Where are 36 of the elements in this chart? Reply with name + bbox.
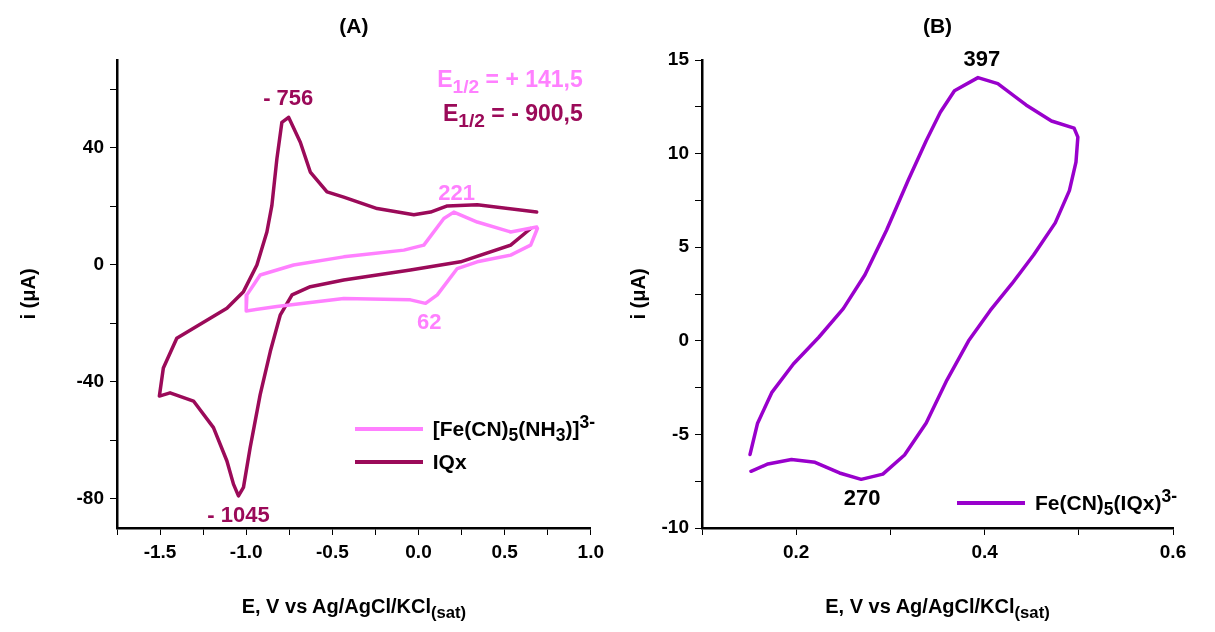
legend-label: [Fe(CN)$_{5}$(NH$_{3}$)]$^{3-}$	[432, 412, 595, 447]
annotation: 270	[843, 485, 881, 512]
y-tick-label: -5	[672, 422, 690, 444]
annotation: E$_{1/2}$ = + 141,5	[437, 66, 583, 98]
annotation: - 1045	[207, 501, 270, 528]
x-tick-label: -0.5	[315, 540, 350, 562]
x-tick-label: 0.5	[491, 540, 519, 562]
y-tick-label: 0	[678, 329, 689, 351]
chart-title: (A)	[339, 14, 369, 38]
y-axis-title: i (μA)	[626, 268, 650, 320]
legend-label: IQx	[432, 450, 467, 475]
chart-title: (B)	[922, 14, 953, 38]
x-tick-label: 0.2	[782, 540, 810, 562]
annotation: 62	[416, 309, 442, 336]
annotation: 221	[438, 180, 475, 207]
x-tick-label: 0.6	[1159, 540, 1187, 562]
x-tick-label: -1.5	[143, 540, 177, 562]
y-tick-label: 15	[667, 48, 690, 70]
annotation: E$_{1/2}$ = - 900,5	[442, 100, 583, 132]
y-tick-label: -80	[76, 486, 104, 508]
text: -1.0	[229, 540, 263, 562]
y-tick-label: -40	[76, 369, 104, 391]
text: 1.0	[577, 540, 604, 562]
x-axis-title: E, V vs Ag/AgCl/KCl$_{(sat)}$	[241, 595, 467, 623]
text: 0.0	[405, 540, 432, 562]
annotation: 397	[963, 45, 1001, 72]
x-axis-title: E, V vs Ag/AgCl/KCl$_{(sat)}$	[825, 595, 1050, 623]
y-tick-label: 40	[82, 135, 104, 157]
y-tick-label: -10	[661, 516, 689, 538]
y-tick-label: 10	[667, 141, 689, 163]
y-axis-title: i (μA)	[16, 268, 40, 320]
x-tick-label: 0.4	[971, 540, 999, 562]
annotation: - 756	[263, 85, 314, 112]
legend-label: Fe(CN)$_{5}$(IQx)$^{3-}$	[1035, 486, 1177, 521]
y-tick-label: 5	[678, 235, 690, 257]
y-tick-label: 0	[93, 252, 104, 274]
